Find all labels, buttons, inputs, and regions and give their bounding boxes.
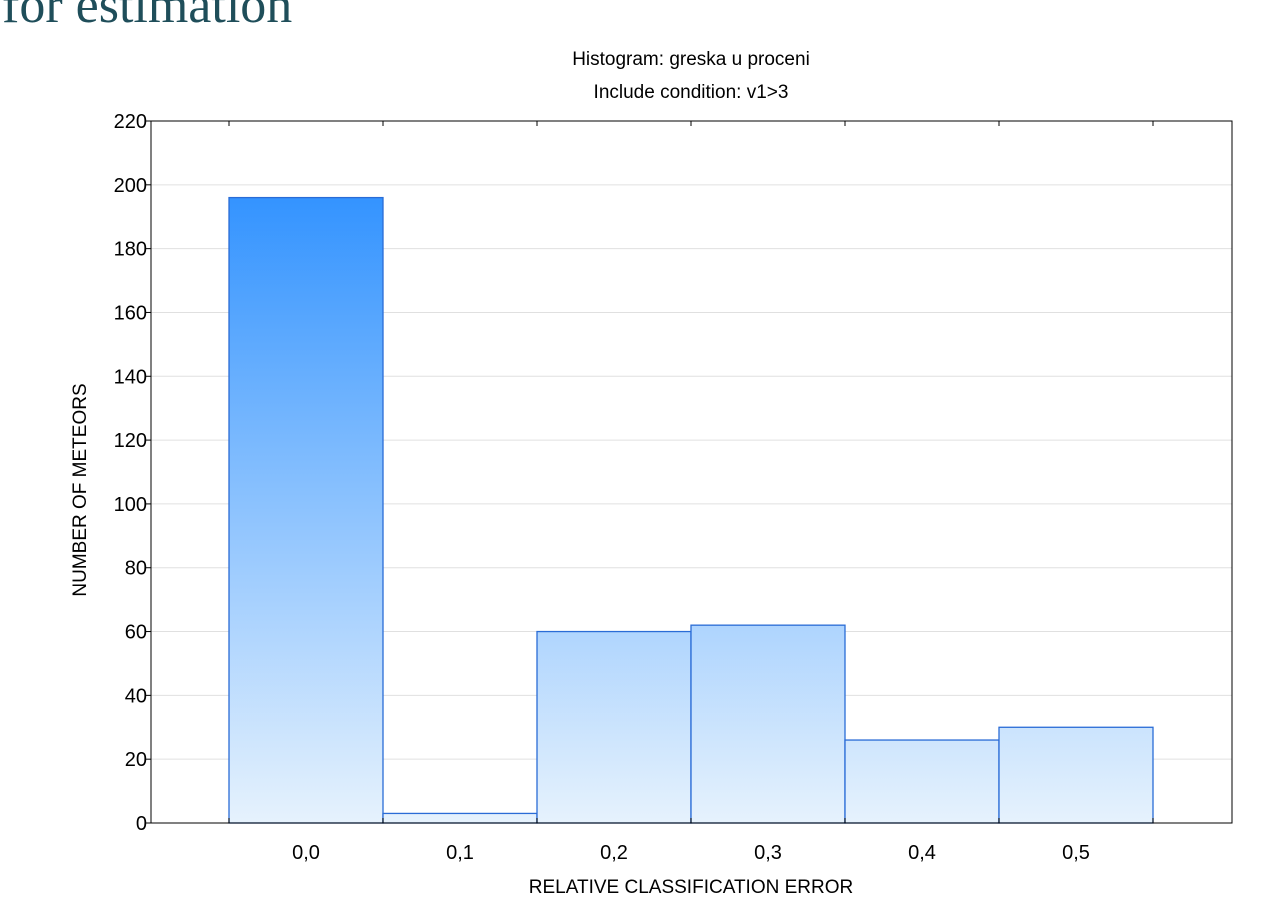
y-tick-label: 0 <box>136 813 147 835</box>
y-tick-label: 160 <box>114 302 147 324</box>
y-tick-label: 20 <box>125 749 147 771</box>
y-tick-label: 60 <box>125 622 147 644</box>
page-heading: for estimation <box>2 0 293 34</box>
x-tick-label: 0,5 <box>1062 842 1090 864</box>
x-tick-label: 0,1 <box>446 842 474 864</box>
y-tick-label: 100 <box>114 494 147 516</box>
x-axis-title: RELATIVE CLASSIFICATION ERROR <box>529 877 853 898</box>
y-tick-label: 180 <box>114 239 147 261</box>
x-tick-label: 0,4 <box>908 842 936 864</box>
histogram-bar <box>690 624 846 824</box>
y-tick-label: 200 <box>114 175 147 197</box>
tick-labels: 0 20 40 60 80 100 120 140 160 180 200 220 0,0 0,1 0,2 0… <box>114 111 1090 864</box>
y-tick-label: 80 <box>125 558 147 580</box>
histogram-bar <box>382 812 538 824</box>
y-tick-label: 120 <box>114 430 147 452</box>
x-tick-label: 0,3 <box>754 842 782 864</box>
x-tick-label: 0,0 <box>292 842 320 864</box>
histogram-bar <box>228 196 384 824</box>
bars <box>228 196 1154 824</box>
x-tick-label: 0,2 <box>600 842 628 864</box>
histogram-bar <box>844 739 1000 824</box>
histogram-bar <box>998 726 1154 824</box>
y-tick-label: 140 <box>114 366 147 388</box>
chart-title: Histogram: greska u proceni <box>572 49 810 70</box>
histogram-bar <box>536 630 692 824</box>
y-tick-label: 40 <box>125 685 147 707</box>
chart-subtitle: Include condition: v1>3 <box>594 82 789 103</box>
y-axis-title: NUMBER OF METEORS <box>70 383 91 596</box>
axes <box>145 120 1233 824</box>
y-tick-label: 220 <box>114 111 147 133</box>
